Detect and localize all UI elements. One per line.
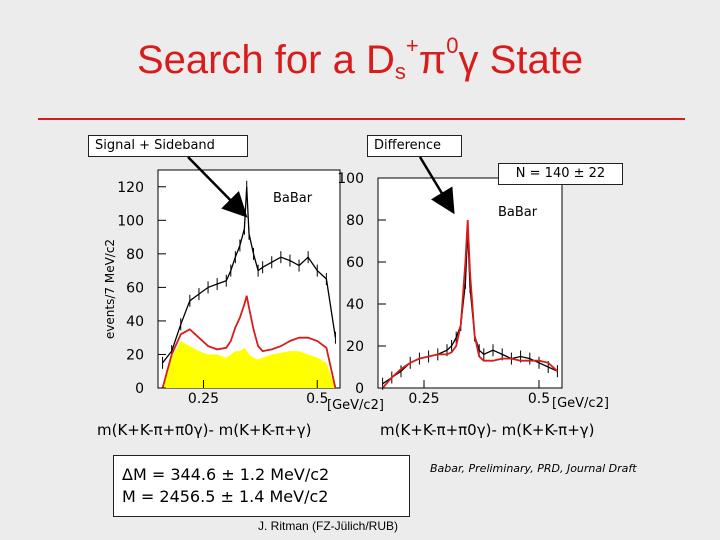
author: J. Ritman (FZ-Jülich/RUB) [258, 519, 399, 533]
x-tick-label: 0.25 [188, 391, 219, 407]
signal-arrow [187, 156, 248, 218]
y-tick-label: 0 [355, 381, 364, 397]
series-line-1 [381, 219, 559, 389]
y-tick-label: 20 [346, 339, 364, 355]
y-tick-label: 80 [346, 213, 364, 229]
y-tick-label: 100 [117, 213, 144, 229]
y-tick-label: 80 [126, 247, 144, 263]
signal-plot: 0 20 40 60 80 100 120 0.25 0.5 BaBar events/7 MeV/… [103, 169, 341, 407]
result-delta-m: ΔM = 344.6 ± 1.2 MeV/c2 [122, 465, 330, 484]
title-rule [38, 118, 685, 120]
y-tick-label: 40 [346, 297, 364, 313]
result-mass: M = 2456.5 ± 1.4 MeV/c2 [122, 487, 329, 506]
y-tick-label: 120 [117, 180, 144, 196]
citation: Babar, Preliminary, PRD, Journal Draft [430, 462, 637, 475]
babar-watermark: BaBar [273, 191, 313, 206]
y-tick-label: 20 [126, 347, 144, 363]
x-tick-label: 0.25 [408, 391, 439, 407]
y-tick-label: 100 [337, 171, 364, 187]
y-tick-label: 60 [126, 280, 144, 296]
difference-plot: 0 20 40 60 80 100 0.25 0.5 BaBar [337, 171, 563, 407]
difference-label: Difference [367, 135, 462, 157]
signal-sideband-label: Signal + Sideband [88, 135, 248, 157]
x-tick-label: 0.5 [306, 391, 328, 407]
unit-left: [GeV/c2] [327, 398, 384, 413]
x-tick-label: 0.5 [528, 391, 550, 407]
n-events-label: N = 140 ± 22 [498, 163, 623, 185]
unit-right: [GeV/c2] [552, 396, 609, 411]
series-fill-2 [162, 341, 336, 388]
babar-watermark: BaBar [498, 205, 538, 220]
xlabel-left: m(K+K-π+π0γ)- m(K+K-π+γ) [97, 421, 312, 439]
y-tick-label: 40 [126, 314, 144, 330]
y-tick-label: 60 [346, 255, 364, 271]
y-axis-label: events/7 MeV/c2 [103, 239, 117, 339]
series-line-1 [161, 295, 337, 389]
xlabel-right: m(K+K-π+π0γ)- m(K+K-π+γ) [380, 421, 595, 439]
result-box: ΔM = 344.6 ± 1.2 MeV/c2 M = 2456.5 ± 1.4… [113, 455, 410, 517]
slide-title: Search for a Ds+π0γ State [136, 33, 584, 84]
difference-arrow [418, 156, 455, 215]
y-tick-label: 0 [135, 381, 144, 397]
